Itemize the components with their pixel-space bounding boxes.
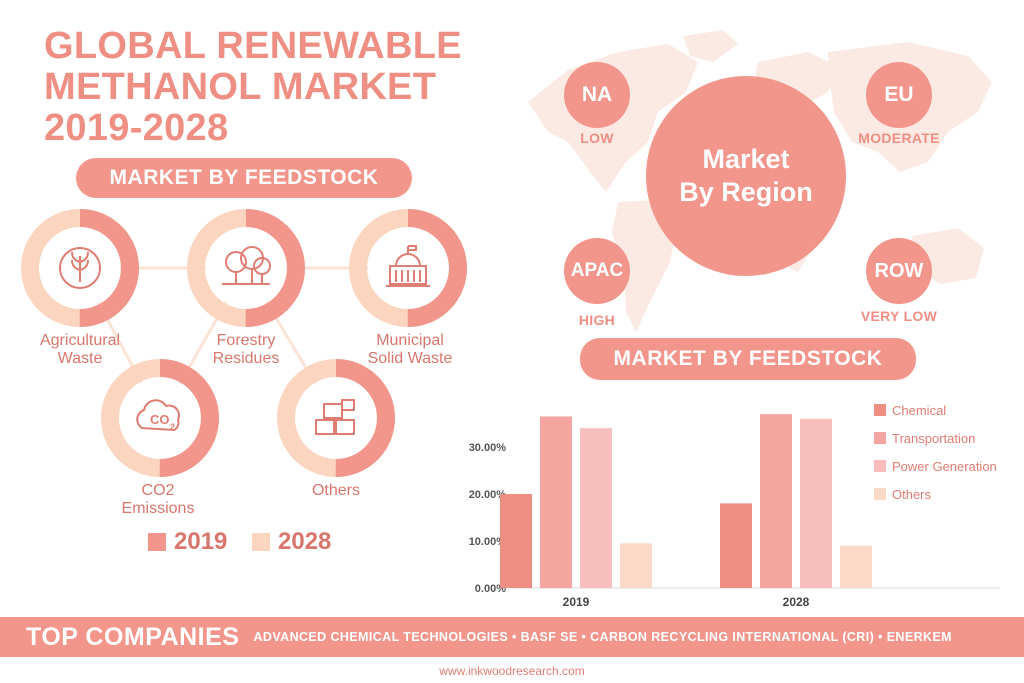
region-row-level: VERY LOW <box>860 308 938 324</box>
legend-label: Power Generation <box>892 459 997 474</box>
legend-2019: 2019 <box>148 528 227 556</box>
boxes-icon <box>315 399 355 435</box>
region-row-circle: ROW <box>866 238 932 304</box>
bar-chemical-2028 <box>720 503 752 588</box>
bar-power-generation-2019 <box>580 428 612 588</box>
donut-3 <box>349 209 467 327</box>
donut-label-forestry: Forestry Residues <box>212 332 280 367</box>
legend-label: Others <box>892 487 932 502</box>
bar-transportation-2028 <box>760 414 792 588</box>
region-eu-circle: EU <box>866 62 932 128</box>
donut-inner <box>368 228 448 308</box>
title-line-3: 2019-2028 <box>44 107 229 149</box>
bar-transportation-2019 <box>540 416 572 588</box>
title-line-2: METHANOL MARKET <box>44 66 437 108</box>
region-na-level: LOW <box>580 130 614 146</box>
donut-4: CO 2 <box>101 359 219 477</box>
website-link[interactable]: www.inkwoodresearch.com <box>439 664 585 678</box>
feedstock-bar-chart: 0.00% 10.00% 20.00% 30.00% 2019 2028 Chemical T… <box>469 403 1000 609</box>
top-companies-list: ADVANCED CHEMICAL TECHNOLOGIES • BASF SE… <box>253 630 952 644</box>
donut-ring-2019 <box>277 359 395 477</box>
legend-2019-swatch <box>148 533 166 551</box>
y-tick-label: 0.00% <box>475 583 506 595</box>
building-icon <box>386 245 430 287</box>
region-apac-level: HIGH <box>578 312 616 328</box>
region-na-circle: NA <box>564 62 630 128</box>
region-apac-circle: APAC <box>564 238 630 304</box>
co2-icon-text: CO <box>150 412 170 427</box>
bar-others-2028 <box>840 545 872 588</box>
trees-icon <box>222 246 271 285</box>
top-companies-heading: TOP COMPANIES <box>26 622 240 651</box>
legend-swatch <box>874 432 886 444</box>
legend-2028: 2028 <box>252 528 331 556</box>
donut-inner <box>120 378 200 458</box>
donut-5 <box>277 359 395 477</box>
donut-label-municipal: Municipal Solid Waste <box>367 332 453 367</box>
legend-label: Chemical <box>892 403 946 418</box>
legend-swatch <box>874 404 886 416</box>
legend-2019-label: 2019 <box>174 528 228 555</box>
donut-ring-2019 <box>21 209 139 327</box>
legend-swatch <box>874 488 886 500</box>
map-south-america <box>612 200 678 332</box>
donut-ring-2019 <box>187 209 305 327</box>
region-center-circle: Market By Region <box>646 76 846 276</box>
map-greenland <box>683 30 738 62</box>
feedstock-heading-left: MARKET BY FEEDSTOCK <box>76 158 412 198</box>
donut-ring-2019 <box>101 359 219 477</box>
donut-label-co2: CO2 Emissions <box>121 482 195 517</box>
donut-2 <box>187 209 305 327</box>
legend-swatch <box>874 460 886 472</box>
donut-label-agricultural: Agricultural Waste <box>39 332 121 367</box>
y-tick-label: 30.00% <box>469 442 507 454</box>
legend-label: Transportation <box>892 431 975 446</box>
page-title: GLOBAL RENEWABLE METHANOL MARKET 2019-20… <box>44 26 474 149</box>
bar-others-2019 <box>620 543 652 588</box>
legend-2028-label: 2028 <box>278 528 332 555</box>
y-tick-label: 20.00% <box>469 489 507 501</box>
donut-label-others: Others <box>311 482 360 499</box>
title-line-1: GLOBAL RENEWABLE <box>44 25 462 67</box>
y-tick-label: 10.00% <box>469 536 507 548</box>
donut-1 <box>21 209 139 327</box>
legend-2028-swatch <box>252 533 270 551</box>
co2-icon-subscript: 2 <box>170 422 175 432</box>
x-tick-label: 2028 <box>783 595 810 609</box>
co2-icon: CO 2 <box>136 399 181 432</box>
donut-ring-2019 <box>349 209 467 327</box>
region-eu-level: MODERATE <box>858 130 940 146</box>
bar-power-generation-2028 <box>800 418 832 588</box>
feedstock-donut-network: CO 2 <box>21 209 467 477</box>
feedstock-heading-right: MARKET BY FEEDSTOCK <box>580 338 916 380</box>
top-companies-band: TOP COMPANIES ADVANCED CHEMICAL TECHNOLO… <box>0 617 1024 657</box>
bar-chemical-2019 <box>500 494 532 588</box>
wheat-icon <box>59 247 101 289</box>
x-tick-label: 2019 <box>563 595 590 609</box>
